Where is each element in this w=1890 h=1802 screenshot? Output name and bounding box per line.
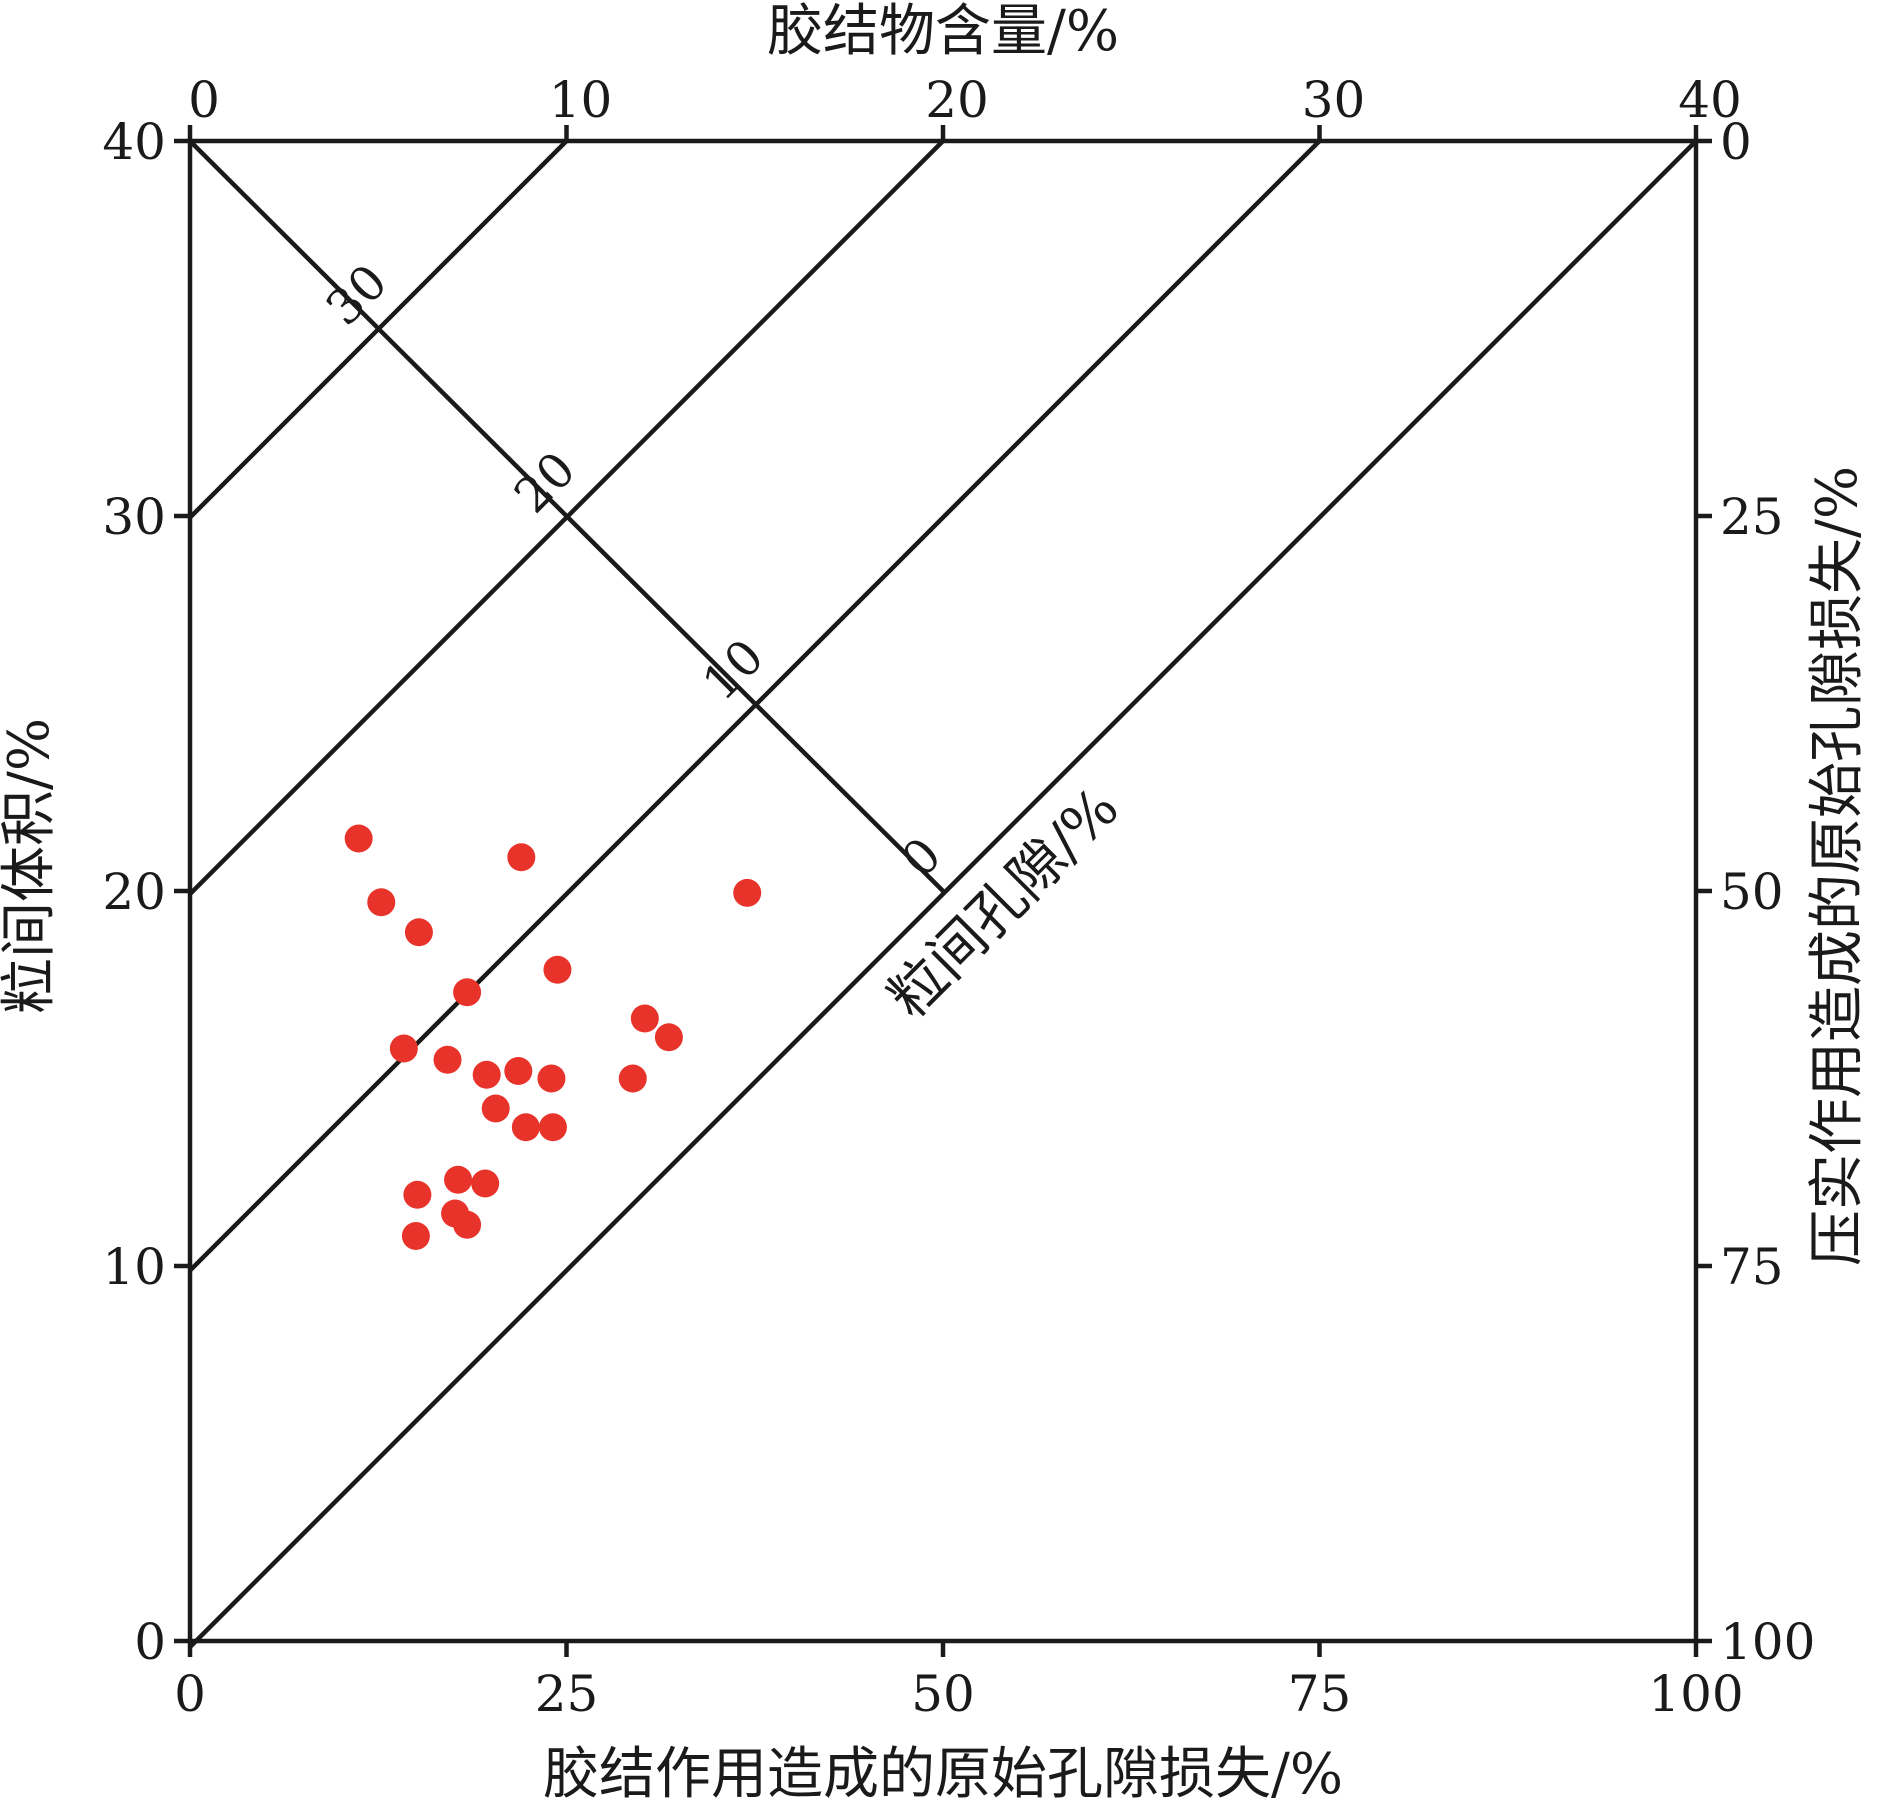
data-point xyxy=(543,955,572,984)
data-point xyxy=(481,1094,510,1123)
right-tick-label: 50 xyxy=(1720,863,1784,921)
cement-content-line xyxy=(188,139,1698,1649)
right-tick-label: 25 xyxy=(1720,488,1784,546)
data-point xyxy=(538,1113,567,1142)
data-point xyxy=(444,1165,473,1194)
left-tick-label: 30 xyxy=(102,488,166,546)
bottom-tick-label: 75 xyxy=(1288,1665,1352,1723)
data-point xyxy=(453,978,482,1007)
bottom-axis-title: 胶结作用造成的原始孔隙损失/% xyxy=(543,1742,1343,1802)
data-point xyxy=(537,1064,566,1093)
bottom-tick-label: 50 xyxy=(911,1665,975,1723)
data-points xyxy=(344,824,762,1250)
porosity-level-label: 0 xyxy=(891,827,952,888)
left-tick-label: 20 xyxy=(102,863,166,921)
left-axis-title: 粒间体积/% xyxy=(0,718,62,1014)
top-tick-label: 10 xyxy=(549,71,613,129)
data-point xyxy=(504,1057,533,1085)
right-tick-label: 0 xyxy=(1720,113,1752,171)
bottom-axis: 0 25 50 75 100 xyxy=(174,1641,1744,1723)
data-point xyxy=(472,1060,501,1089)
porosity-line xyxy=(188,139,945,893)
right-tick-label: 100 xyxy=(1720,1613,1815,1671)
left-tick-label: 40 xyxy=(102,113,166,171)
data-point xyxy=(511,1113,540,1142)
data-point xyxy=(344,824,373,853)
left-tick-label: 10 xyxy=(102,1238,166,1296)
top-axis-title: 胶结物含量/% xyxy=(767,0,1119,64)
top-tick-label: 30 xyxy=(1302,71,1366,129)
data-point xyxy=(403,1180,432,1209)
data-point xyxy=(507,843,536,872)
right-axis-title: 压实作用造成的原始孔隙损失/% xyxy=(1805,466,1870,1266)
bottom-tick-label: 25 xyxy=(535,1665,599,1723)
data-point xyxy=(367,888,396,917)
data-point xyxy=(618,1064,647,1093)
porosity-axis-title: 粒间孔隙/% xyxy=(876,775,1131,1030)
reference-lines xyxy=(188,139,1698,1649)
data-point xyxy=(654,1023,683,1052)
data-point xyxy=(453,1210,482,1239)
top-tick-label: 40 xyxy=(1678,71,1742,129)
data-point xyxy=(389,1034,418,1063)
data-point xyxy=(630,1004,659,1033)
bottom-tick-label: 100 xyxy=(1648,1665,1743,1723)
data-point xyxy=(404,918,433,947)
right-axis: 0 25 50 75 100 xyxy=(1696,113,1815,1671)
right-tick-label: 75 xyxy=(1720,1238,1784,1296)
data-point xyxy=(733,878,762,907)
top-tick-label: 20 xyxy=(925,71,989,129)
top-axis: 0 10 20 30 40 xyxy=(187,71,1742,141)
bottom-tick-label: 0 xyxy=(174,1665,206,1723)
data-point xyxy=(401,1222,430,1250)
top-tick-label: 0 xyxy=(188,71,220,129)
data-point xyxy=(471,1169,500,1198)
left-tick-label: 0 xyxy=(134,1613,166,1671)
left-axis: 0 10 20 30 40 xyxy=(102,113,190,1671)
data-point xyxy=(433,1045,462,1074)
